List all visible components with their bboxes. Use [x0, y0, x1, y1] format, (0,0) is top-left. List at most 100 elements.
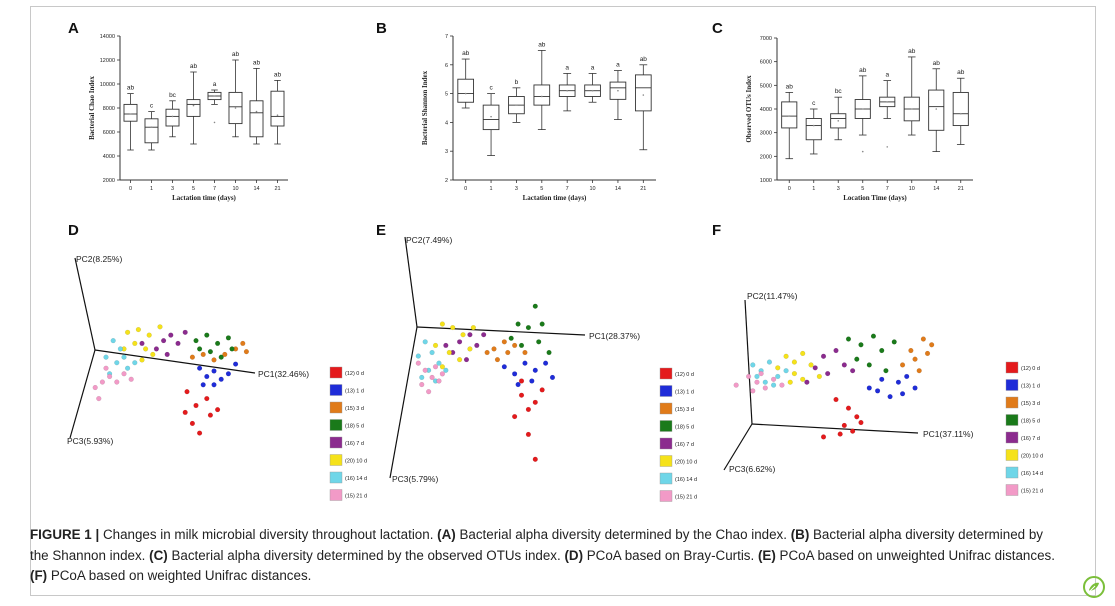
legend-label: (15) 3 d — [345, 406, 364, 412]
caption-intro: Changes in milk microbial diversity thro… — [99, 527, 438, 542]
panel-f-point — [733, 382, 739, 388]
panel-c-mean-dot — [910, 108, 913, 110]
panel-letter-a: A — [68, 20, 79, 37]
panel-f-point — [771, 382, 777, 388]
panel-d-point — [207, 349, 213, 355]
panel-e-point — [432, 342, 439, 348]
panel-c-x-tick-label: 0 — [788, 186, 791, 192]
panel-f-point — [841, 422, 847, 428]
panel-f-point — [783, 368, 789, 374]
panel-a-y-tick-label: 10000 — [100, 82, 115, 88]
panel-f-point — [833, 348, 839, 354]
legend-swatch — [1005, 379, 1019, 391]
panel-b-significance-letter: a — [591, 64, 595, 71]
caption-b-text: Bacterial alpha diversity determined by … — [30, 527, 1043, 563]
panel-d-point — [161, 338, 167, 344]
panel-f-point — [908, 348, 914, 354]
panel-c-x-tick-label: 1 — [812, 186, 815, 192]
panel-e-point — [474, 342, 480, 348]
panel-b-y-tick-label: 7 — [445, 34, 448, 40]
panel-c-mean-dot — [837, 120, 840, 122]
legend-swatch — [1005, 396, 1019, 409]
panel-c-mean-dot — [959, 112, 962, 115]
panel-d-point — [117, 346, 123, 352]
panel-f-point — [816, 373, 822, 380]
panel-f-point — [904, 373, 910, 380]
figure-caption: FIGURE 1 | Changes in milk microbial div… — [30, 525, 1060, 587]
legend-label: (12) 0 d — [1021, 366, 1040, 372]
panel-c-box — [952, 91, 969, 127]
panel-d-point — [107, 373, 113, 380]
panel-e-point — [543, 360, 549, 366]
panel-a-mean-dot — [192, 104, 195, 107]
panel-e-point — [501, 364, 507, 370]
panel-a-y-tick-label: 8000 — [103, 106, 115, 112]
panel-d-point — [110, 338, 116, 344]
panel-f-point — [887, 394, 893, 400]
panel-e-point — [522, 349, 528, 356]
panel-d-point — [207, 412, 213, 418]
legend-swatch — [659, 455, 673, 467]
panel-c-y-tick-label: 1000 — [760, 178, 772, 184]
panel-d-pc3-axis — [69, 349, 96, 439]
panel-d-point — [103, 365, 109, 371]
panel-d-point — [197, 430, 203, 436]
panel-f-point — [820, 353, 827, 359]
legend-label: (16) 7 d — [345, 441, 364, 447]
panel-e-point — [443, 342, 449, 348]
panel-f-point — [787, 379, 793, 385]
panel-e-point — [512, 371, 518, 377]
panel-e-point — [515, 321, 521, 327]
panel-e-point — [501, 339, 507, 345]
panel-a-significance-letter: ab — [253, 59, 261, 66]
panel-c-significance-letter: bc — [835, 88, 843, 95]
panel-d-point — [92, 385, 98, 391]
panel-b-y-axis-label: Bacterial Shannon Index — [421, 70, 429, 145]
panel-d-point — [132, 360, 138, 366]
panel-c-significance-letter: ab — [859, 67, 867, 74]
legend-swatch — [659, 490, 673, 502]
legend-label: (15) 21 d — [675, 495, 697, 501]
panel-d-point — [200, 382, 206, 388]
panel-f-point — [837, 431, 843, 437]
panel-e-point — [522, 360, 528, 366]
legend-label: (15) 21 d — [345, 494, 367, 500]
panel-e-point — [508, 335, 514, 341]
legend-label: (16) 14 d — [1021, 471, 1043, 477]
panel-e-point — [429, 374, 435, 380]
panel-e-point — [539, 387, 545, 393]
panel-f-point — [841, 362, 847, 368]
panel-f-point — [875, 388, 881, 394]
panel-a-significance-letter: ab — [127, 85, 135, 92]
panel-c-significance-letter: ab — [786, 83, 794, 90]
panel-e-pc1-axis — [416, 326, 586, 336]
legend-swatch — [329, 489, 343, 501]
caption-a-text: Bacterial alpha diversity determined by … — [455, 527, 791, 542]
panel-d-point — [96, 396, 102, 402]
panel-letter-b: B — [376, 20, 387, 37]
panel-d-point — [182, 409, 188, 415]
panel-c-x-tick-label: 21 — [958, 186, 964, 192]
panel-b-significance-letter: b — [515, 79, 519, 86]
caption-a-tag: (A) — [437, 527, 456, 542]
panel-e-point — [515, 382, 521, 388]
panel-f-point — [750, 362, 756, 368]
panel-f-point — [854, 356, 860, 362]
panel-e-point — [536, 339, 542, 345]
panel-e-pc3-axis — [389, 326, 418, 479]
panel-e-point — [439, 321, 445, 327]
legend-swatch — [659, 437, 673, 450]
panel-d-pc1-axis — [94, 349, 256, 374]
panel-b-significance-letter: c — [489, 85, 493, 92]
panel-f-point — [858, 342, 864, 348]
panel-e-point — [505, 349, 511, 356]
panel-f-point — [833, 396, 839, 403]
panel-a-y-tick-label: 4000 — [103, 154, 115, 160]
panel-e-pc1-label: PC1(28.37%) — [589, 331, 640, 341]
panel-c-significance-letter: ab — [933, 60, 941, 67]
panel-b-mean-dot — [515, 104, 518, 106]
panel-f-point — [895, 379, 901, 385]
legend-swatch — [329, 401, 343, 414]
panel-f-point — [891, 339, 897, 345]
